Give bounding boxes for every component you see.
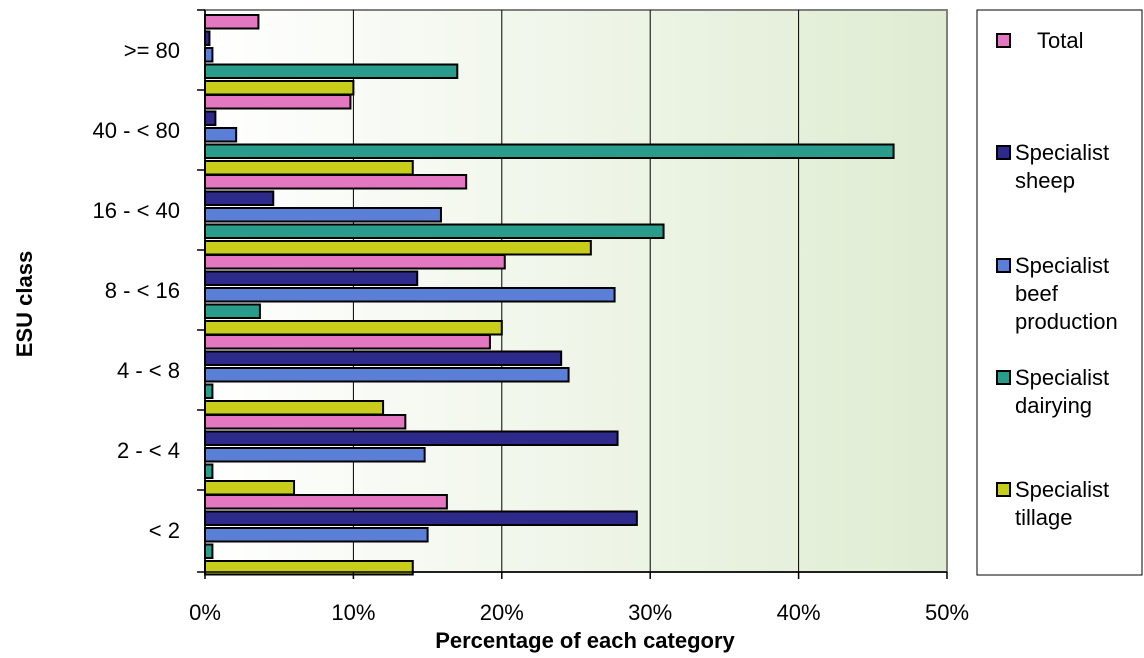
legend-swatch: [996, 33, 1011, 48]
category-label: 4 - < 8: [117, 358, 180, 383]
legend-label: production: [1015, 309, 1118, 334]
legend-swatch: [996, 482, 1011, 497]
bar-specialist-beef-production: [204, 207, 442, 223]
bar-total: [204, 14, 260, 30]
bar-specialist-beef-production: [204, 527, 429, 543]
x-tick-label: 40%: [777, 600, 821, 625]
category-label: >= 80: [124, 38, 180, 63]
legend-label: Specialist: [1015, 140, 1109, 165]
bar-specialist-beef-production: [204, 47, 214, 63]
bar-total: [204, 494, 448, 510]
bar-specialist-beef-production: [204, 447, 426, 463]
legend-label: Total: [1037, 28, 1083, 53]
bar-total: [204, 174, 468, 190]
bars: [204, 14, 895, 576]
legend-label: sheep: [1015, 168, 1075, 193]
bar-specialist-tillage: [204, 320, 503, 336]
category-label: < 2: [149, 518, 180, 543]
x-tick-label: 50%: [925, 600, 969, 625]
bar-total: [204, 254, 506, 270]
bar-specialist-sheep: [204, 110, 217, 126]
legend-label: dairying: [1015, 393, 1092, 418]
bar-specialist-tillage: [204, 240, 592, 256]
category-label: 8 - < 16: [105, 278, 180, 303]
y-axis-title: ESU class: [12, 251, 37, 357]
legend: Total Specialist sheep Specialist beef produc…: [996, 28, 1118, 530]
x-tick-label: 20%: [480, 600, 524, 625]
bar-specialist-beef-production: [204, 127, 238, 143]
x-tick-label: 30%: [628, 600, 672, 625]
bar-specialist-dairying: [204, 383, 214, 399]
legend-swatch: [996, 258, 1011, 273]
legend-label: Specialist: [1015, 253, 1109, 278]
bar-specialist-dairying: [204, 143, 895, 159]
axes: [197, 9, 948, 579]
bar-specialist-tillage: [204, 80, 355, 96]
bar-specialist-sheep: [204, 350, 563, 366]
category-label: 2 - < 4: [117, 438, 180, 463]
bar-total: [204, 414, 407, 430]
bar-specialist-dairying: [204, 223, 665, 239]
bar-specialist-dairying: [204, 303, 261, 319]
tick-labels: 0% 10% 20% 30% 40% 50% >= 80 40 - < 80 16 - < 40…: [93, 38, 969, 625]
legend-label: Specialist: [1015, 365, 1109, 390]
bar-specialist-sheep: [204, 510, 638, 526]
legend-box: [976, 9, 1143, 576]
x-axis-title: Percentage of each category: [435, 628, 735, 653]
bar-specialist-beef-production: [204, 367, 570, 383]
bar-specialist-beef-production: [204, 287, 616, 303]
bar-specialist-dairying: [204, 463, 214, 479]
bar-specialist-sheep: [204, 270, 419, 286]
bar-specialist-tillage: [204, 160, 414, 176]
bar-specialist-tillage: [204, 400, 385, 416]
bar-total: [204, 334, 491, 350]
bar-specialist-tillage: [204, 480, 296, 496]
bar-specialist-sheep: [204, 190, 275, 206]
bar-specialist-dairying: [204, 63, 459, 79]
legend-label: Specialist: [1015, 477, 1109, 502]
category-label: 16 - < 40: [93, 198, 180, 223]
category-label: 40 - < 80: [93, 118, 180, 143]
x-tick-label: 10%: [331, 600, 375, 625]
legend-label: beef: [1015, 281, 1059, 306]
x-tick-label: 0%: [189, 600, 221, 625]
legend-swatch: [996, 145, 1011, 160]
bar-specialist-dairying: [204, 543, 214, 559]
legend-swatch: [996, 370, 1011, 385]
bar-specialist-sheep: [204, 430, 619, 446]
bar-total: [204, 94, 352, 110]
legend-label: tillage: [1015, 505, 1072, 530]
